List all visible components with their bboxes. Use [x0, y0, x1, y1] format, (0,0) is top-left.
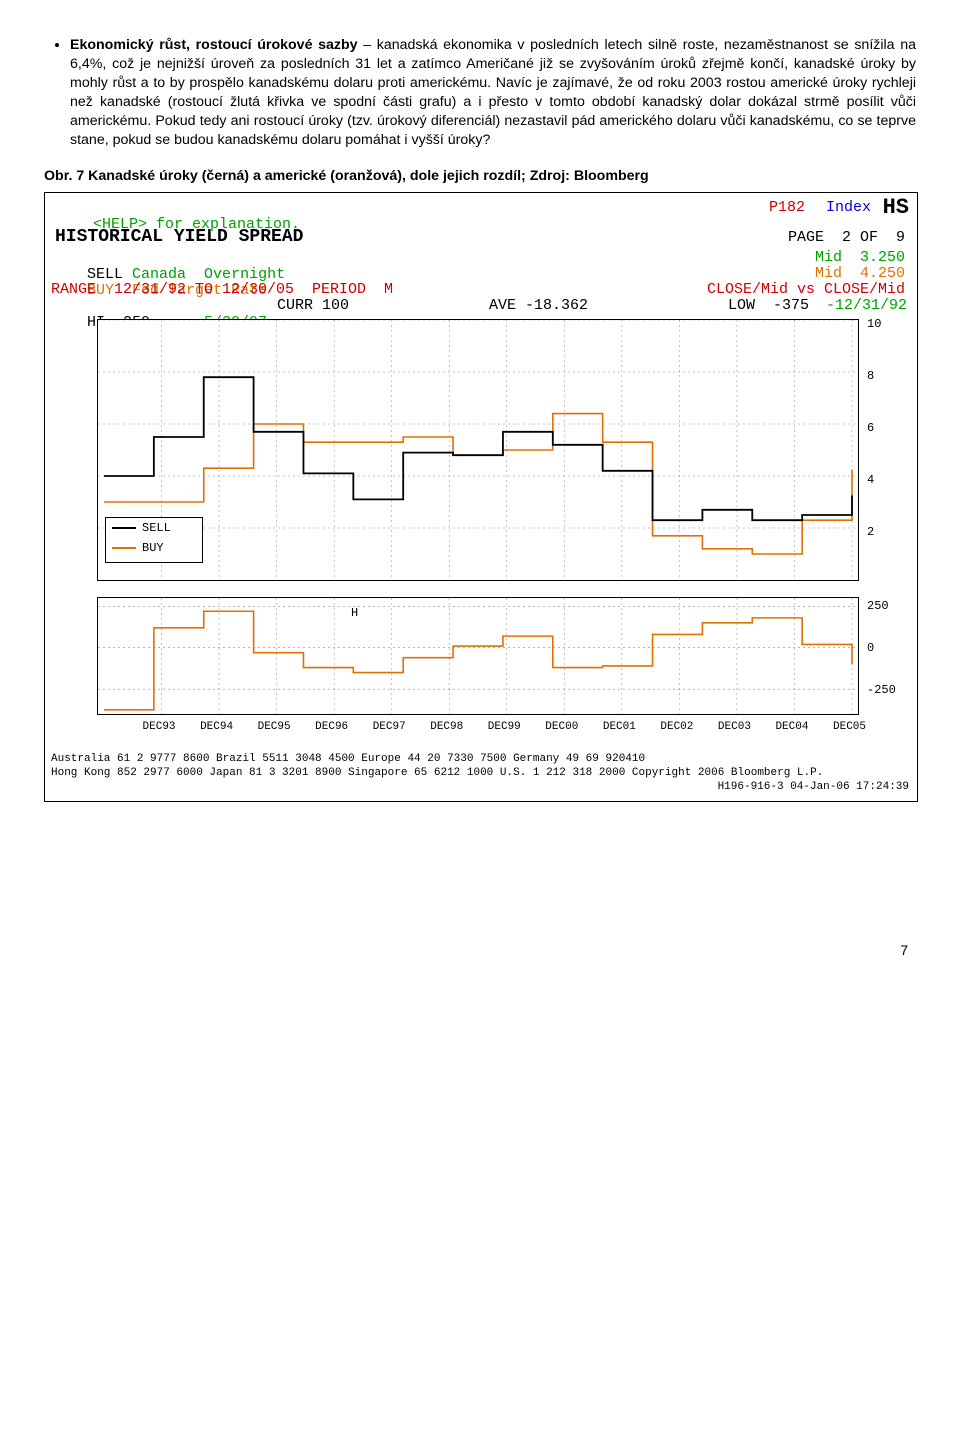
h-marker: H: [351, 606, 358, 620]
xtick: DEC97: [373, 721, 406, 733]
hs: HS: [883, 195, 909, 220]
page: PAGE 2 OF 9: [788, 229, 905, 246]
bloomberg-terminal: <HELP> for explanation. P182 Index HS HI…: [44, 192, 918, 802]
ave: AVE -18.362: [489, 297, 588, 314]
xtick: DEC00: [545, 721, 578, 733]
low-date: -12/31/92: [826, 297, 907, 314]
range: RANGE 12/31/92 TO 12/30/05 PERIOD M: [51, 281, 393, 298]
curr: CURR 100: [277, 297, 349, 314]
xtick: DEC05: [833, 721, 866, 733]
xtick: DEC99: [488, 721, 521, 733]
title: HISTORICAL YIELD SPREAD: [55, 227, 303, 247]
ytick: 10: [867, 317, 881, 331]
xtick: DEC93: [143, 721, 176, 733]
xtick: DEC01: [603, 721, 636, 733]
xtick: DEC95: [258, 721, 291, 733]
ytick: -250: [867, 683, 896, 697]
page-number: 7: [44, 942, 916, 958]
footer: Australia 61 2 9777 8600 Brazil 5511 304…: [51, 753, 909, 794]
figure-caption: Obr. 7 Kanadské úroky (černá) a americké…: [44, 168, 916, 184]
xtick: DEC96: [315, 721, 348, 733]
legend: SELL BUY: [105, 517, 203, 563]
xtick: DEC98: [430, 721, 463, 733]
bullet-lead: Ekonomický růst, rostoucí úrokové sazby: [70, 37, 358, 53]
xtick: DEC03: [718, 721, 751, 733]
ytick: 0: [867, 641, 874, 655]
ytick: 2: [867, 525, 874, 539]
index-label: Index: [826, 199, 871, 216]
lower-plot: [97, 597, 859, 715]
xtick: DEC04: [775, 721, 808, 733]
bullet-body: – kanadská ekonomika v posledních letech…: [70, 37, 916, 148]
ytick: 250: [867, 599, 889, 613]
ytick: 6: [867, 421, 874, 435]
sell-mid: Mid 3.250: [815, 249, 905, 266]
code: P182: [769, 199, 805, 216]
low: LOW -375: [728, 297, 809, 314]
closes: CLOSE/Mid vs CLOSE/Mid: [707, 281, 905, 298]
xtick: DEC94: [200, 721, 233, 733]
upper-plot: [97, 319, 859, 581]
xtick: DEC02: [660, 721, 693, 733]
buy-mid: Mid 4.250: [815, 265, 905, 282]
bullet-item: Ekonomický růst, rostoucí úrokové sazby …: [70, 36, 916, 150]
ytick: 4: [867, 473, 874, 487]
ytick: 8: [867, 369, 874, 383]
